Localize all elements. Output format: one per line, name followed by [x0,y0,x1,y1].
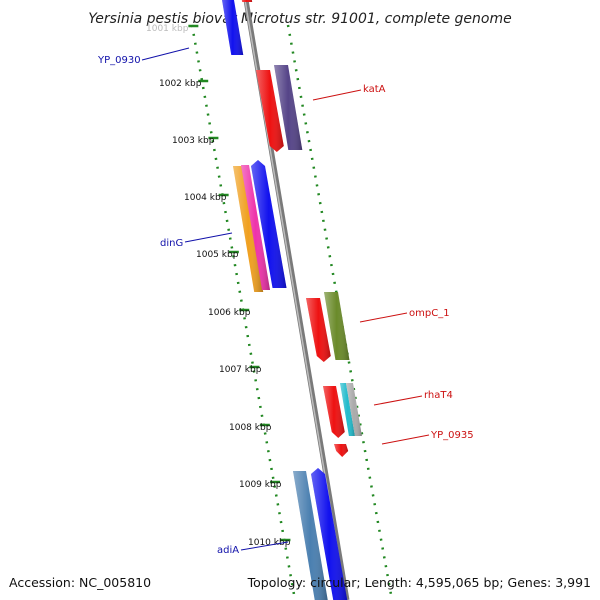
gene-adia-shading [311,468,348,600]
leader-ompc1 [359,312,408,323]
outer-tick-line [286,24,394,600]
tick-label-1007: 1007 kbp [219,365,262,375]
leader-adia [240,541,289,551]
tick-label-1004: 1004 kbp [184,193,227,203]
tick-labels: 1001 kbp 1002 kbp 1003 kbp 1004 kbp 1005… [146,24,291,548]
gene-red-3-shading [323,386,345,438]
tick-label-1001: 1001 kbp [146,24,189,34]
gene-red-1-shading [256,70,284,152]
gene-orange-shading [233,166,264,292]
tick-label-1006: 1006 kbp [208,308,251,318]
gene-label-ompc1[interactable]: ompC_1 [409,308,450,319]
leader-yp0930 [141,47,190,61]
gene-features [222,0,362,600]
gene-grey-shading [346,383,362,436]
accession-text: Accession: NC_005810 [9,575,152,590]
gene-label-adia[interactable]: adiA [217,545,239,556]
gene-label-kata[interactable]: katA [363,84,386,95]
inner-tick-line [190,24,297,600]
gene-label-rhat4[interactable]: rhaT4 [424,390,453,401]
leader-ding [184,232,233,243]
gene-rhat4-shading [340,383,355,436]
tick-label-1008: 1008 kbp [229,423,272,433]
gene-red-2-shading [306,298,331,362]
gene-yp0935-shading [334,444,349,457]
tick-label-1002: 1002 kbp [159,79,202,89]
gene-labels: YP_0930 katA dinG ompC_1 rhaT4 YP_0935 a… [97,55,474,556]
gene-red-top-shading [241,0,253,2]
gene-magenta-shading [241,165,271,290]
tick-label-1005: 1005 kbp [196,250,239,260]
leader-yp0935 [381,434,430,445]
tick-label-1003: 1003 kbp [172,136,215,146]
tick-label-1010: 1010 kbp [248,538,291,548]
gene-ompc1-shading [324,292,350,360]
gene-steel-shading [293,471,328,600]
tick-label-1009: 1009 kbp [239,480,282,490]
gene-yp0930-shading [222,0,244,55]
gene-ding-shading [251,160,287,288]
gene-kata-shading [274,65,303,150]
topology-text: Topology: circular; Length: 4,595,065 bp… [247,575,591,590]
leader-rhat4 [373,395,423,406]
gene-label-leaders [141,47,430,551]
map-title: Yersinia pestis biovar Microtus str. 910… [88,11,511,27]
gene-label-ding[interactable]: dinG [160,238,183,249]
gene-label-yp0935[interactable]: YP_0935 [430,430,474,441]
tick-lines [188,24,394,600]
leader-kata [312,89,362,101]
gene-label-yp0930[interactable]: YP_0930 [97,55,141,66]
